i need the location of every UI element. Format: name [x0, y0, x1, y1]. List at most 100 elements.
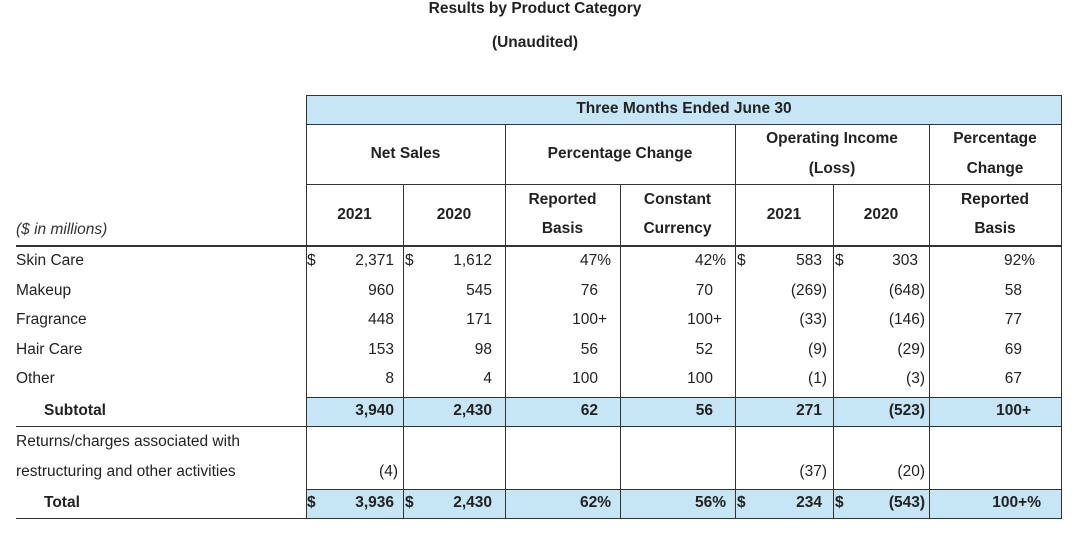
- cell-net-sales-2021: 448: [368, 311, 394, 328]
- currency-symbol: $: [835, 494, 844, 511]
- row-label: Subtotal: [44, 402, 106, 419]
- row-label-line-2: restructuring and other activities: [16, 463, 236, 480]
- cell-oi-2021: 583: [796, 252, 822, 269]
- cell-net-sales-2021: 960: [368, 282, 394, 299]
- row-label: Skin Care: [16, 252, 85, 269]
- cell-reported: 56: [580, 341, 598, 358]
- period-header-band: [306, 95, 1062, 124]
- cell-net-sales-2020: 98: [474, 341, 492, 358]
- rule-groups: [306, 184, 1062, 185]
- cell-oi-2020: (523): [888, 402, 925, 419]
- subhead-basis-2: Basis: [974, 220, 1016, 237]
- cell-constant: 52: [695, 341, 713, 358]
- report-subtitle: (Unaudited): [491, 34, 579, 51]
- cell-net-sales-2020: 2,430: [453, 494, 492, 511]
- subtotal-band: [306, 397, 1062, 426]
- currency-symbol: $: [307, 494, 316, 511]
- cell-constant: 100+: [687, 311, 722, 328]
- group-operating-income-loss: (Loss): [808, 160, 856, 177]
- cell-oi-pct: 100+: [996, 402, 1031, 419]
- currency-symbol: $: [737, 494, 746, 511]
- subhead-reported-2: Reported: [960, 191, 1030, 208]
- cell-net-sales-2020: 1,612: [453, 252, 492, 269]
- rule-total-top: [306, 489, 1062, 490]
- cell-reported: 100: [572, 370, 598, 387]
- cell-reported: 62%: [579, 494, 611, 511]
- cell-oi-2021: (1): [808, 370, 827, 387]
- cell-net-sales-2020: 545: [466, 282, 492, 299]
- cell-oi-2021: (269): [790, 282, 827, 299]
- cell-oi-pct: 92%: [1003, 252, 1035, 269]
- total-band: [306, 489, 1062, 518]
- cell-oi-2020: (29): [897, 341, 925, 358]
- currency-symbol: $: [405, 252, 414, 269]
- report-title: Results by Product Category: [428, 0, 642, 17]
- cell-oi-pct: 100+%: [992, 494, 1041, 511]
- cell-reported: 100+: [572, 311, 607, 328]
- subhead-net-sales-2021: 2021: [337, 206, 372, 223]
- currency-symbol: $: [737, 252, 746, 269]
- currency-symbol: $: [307, 252, 316, 269]
- cell-oi-2020: (20): [897, 463, 925, 480]
- subhead-net-sales-2020: 2020: [436, 206, 472, 223]
- subhead-reported: Reported: [528, 191, 597, 208]
- cell-net-sales-2021: 2,371: [355, 252, 394, 269]
- subhead-basis: Basis: [541, 220, 584, 237]
- currency-symbol: $: [835, 252, 844, 269]
- group-percentage: Percentage: [953, 130, 1037, 147]
- rule-period: [306, 124, 1062, 125]
- cell-oi-2021: 234: [796, 494, 822, 511]
- cell-constant: 70: [695, 282, 713, 299]
- col-rule-3: [620, 184, 621, 519]
- row-label-line-1: Returns/charges associated with: [16, 433, 241, 450]
- cell-net-sales-2021: 3,936: [355, 494, 394, 511]
- row-label: Makeup: [16, 282, 72, 299]
- cell-oi-2021: (33): [799, 311, 827, 328]
- col-rule-0: [306, 95, 307, 519]
- cell-net-sales-2021: 3,940: [355, 402, 394, 419]
- cell-oi-2021: (9): [808, 341, 827, 358]
- cell-oi-2020: (648): [888, 282, 925, 299]
- cell-oi-2020: 303: [892, 252, 918, 269]
- row-label: Other: [16, 370, 55, 387]
- group-change: Change: [966, 160, 1024, 177]
- cell-constant: 56%: [694, 494, 726, 511]
- cell-constant: 100: [687, 370, 713, 387]
- cell-oi-2020: (146): [888, 311, 925, 328]
- cell-net-sales-2020: 4: [483, 370, 492, 387]
- group-net-sales: Net Sales: [370, 145, 441, 162]
- rule-subtotal-bottom: [16, 426, 1062, 427]
- cell-oi-pct: 67: [1004, 370, 1022, 387]
- rule-header-bottom: [16, 245, 1062, 247]
- rule-top: [306, 95, 1062, 96]
- cell-oi-2021: (37): [799, 463, 827, 480]
- cell-net-sales-2020: 2,430: [453, 402, 492, 419]
- units-label: ($ in millions): [16, 221, 108, 238]
- cell-net-sales-2021: (4): [379, 463, 398, 480]
- col-rule-6: [929, 124, 930, 519]
- cell-oi-2021: 271: [796, 402, 822, 419]
- cell-reported: 76: [580, 282, 598, 299]
- group-operating-income: Operating Income: [766, 130, 898, 147]
- cell-reported: 47%: [579, 252, 611, 269]
- cell-reported: 62: [580, 402, 598, 419]
- subhead-currency: Currency: [643, 220, 712, 237]
- cell-oi-2020: (3): [906, 370, 925, 387]
- subhead-oi-2021: 2021: [766, 206, 802, 223]
- rule-subtotal-top: [306, 397, 1062, 398]
- period-header: Three Months Ended June 30: [576, 100, 792, 117]
- col-rule-end: [1061, 95, 1062, 519]
- rule-total-bottom: [16, 518, 1062, 519]
- cell-net-sales-2020: 171: [466, 311, 492, 328]
- col-rule-2: [505, 124, 506, 519]
- cell-oi-pct: 58: [1004, 282, 1022, 299]
- subhead-constant: Constant: [643, 191, 712, 208]
- cell-oi-pct: 77: [1004, 311, 1022, 328]
- col-rule-4: [735, 124, 736, 519]
- cell-constant: 56: [695, 402, 713, 419]
- group-percentage-change: Percentage Change: [547, 145, 693, 162]
- row-label: Total: [44, 494, 80, 511]
- cell-oi-pct: 69: [1004, 341, 1022, 358]
- row-label: Fragrance: [16, 311, 87, 328]
- cell-net-sales-2021: 153: [368, 341, 394, 358]
